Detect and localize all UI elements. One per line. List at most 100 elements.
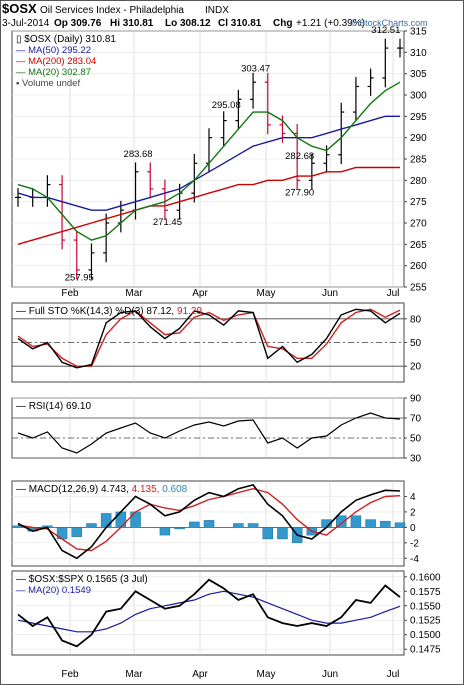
rsi-label: — RSI(14) 69.10 xyxy=(16,401,91,412)
price-y-tick-label: 310 xyxy=(410,48,427,59)
ratio-line xyxy=(17,578,401,648)
sto-y-tick-label: 20 xyxy=(410,362,422,373)
macd-histogram-bar xyxy=(233,523,244,528)
macd-histogram-bar xyxy=(365,519,376,528)
macd-histogram-bar xyxy=(86,523,97,528)
ratio-y-tick-label: 0.1600 xyxy=(410,572,441,583)
price-annotation: 282.68 xyxy=(285,151,314,162)
macd-histogram-bar xyxy=(174,527,185,530)
x-tick-label-price: May xyxy=(257,288,276,299)
x-tick-label-price: Jul xyxy=(387,288,400,299)
price-annotation: 295.08 xyxy=(212,100,241,111)
sto-y-tick-label: 80 xyxy=(410,314,422,325)
x-tick-label-price: Mar xyxy=(125,288,143,299)
legend-ma50: — MA(50) 295.22 xyxy=(16,45,91,56)
price-annotation: 283.68 xyxy=(124,149,153,160)
macd-y-tick-label: -2 xyxy=(410,538,419,549)
index-name: Oil Services Index - Philadelphia xyxy=(40,5,184,16)
price-y-tick-label: 290 xyxy=(410,133,427,144)
header-change: +1.21 (+0.39%) xyxy=(296,18,365,29)
x-tick-label: Mar xyxy=(125,669,143,680)
macd-histogram-bar xyxy=(203,520,215,528)
macd-histogram-bar xyxy=(277,527,288,540)
macd-histogram-bar xyxy=(335,515,347,528)
ratio-ma20-line xyxy=(17,590,401,633)
header-close: Cl 310.81 xyxy=(218,18,262,29)
x-tick-label: Jun xyxy=(322,669,338,680)
macd-histogram-bar xyxy=(380,520,391,528)
sto-label: — Full STO %K(14,3) %D(3) 87.12, 91.29 xyxy=(16,306,202,317)
legend-ma200: — MA(200) 283.04 xyxy=(16,56,96,67)
price-y-tick-label: 265 xyxy=(410,240,427,251)
header-low: Lo 308.12 xyxy=(165,18,211,29)
sto-y-tick-label: 50 xyxy=(410,338,422,349)
source-credit: © StockCharts.com xyxy=(350,18,428,28)
price-y-tick-label: 285 xyxy=(410,155,427,166)
price-annotation: 271.45 xyxy=(153,217,182,228)
header-change-label: Chg xyxy=(273,18,292,29)
macd-histogram-bar xyxy=(130,511,141,528)
macd-line xyxy=(17,483,401,560)
header-date: 3-Jul-2014 xyxy=(2,18,50,29)
ma50-line xyxy=(17,115,400,211)
price-y-tick-label: 270 xyxy=(410,219,427,230)
macd-signal-line xyxy=(17,487,401,552)
macd-histogram-bar xyxy=(247,523,259,528)
price-y-tick-label: 260 xyxy=(410,261,427,272)
rsi-y-tick-label: 90 xyxy=(410,394,422,405)
ratio-y-tick-label: 0.1525 xyxy=(410,616,441,627)
ratio-ma-label: — MA(20) 0.1549 xyxy=(16,585,91,596)
ratio-y-tick-label: 0.1575 xyxy=(410,587,441,598)
x-tick-label-price: Feb xyxy=(61,288,79,299)
x-tick-label: Jul xyxy=(387,669,400,680)
price-y-tick-label: 305 xyxy=(410,69,427,80)
rsi-y-tick-label: 70 xyxy=(410,414,422,425)
legend-ma20: — MA(20) 302.87 xyxy=(16,67,91,78)
macd-y-tick-label: 0 xyxy=(410,523,416,534)
price-annotation: 303.47 xyxy=(241,64,270,75)
legend-volume: ▪ Volume undef xyxy=(16,78,80,89)
exchange: INDX xyxy=(205,5,229,16)
macd-histogram-bar xyxy=(115,511,127,528)
price-y-tick-label: 315 xyxy=(410,27,427,38)
price-y-tick-label: 255 xyxy=(410,283,427,294)
price-annotation: 312.51 xyxy=(371,25,400,36)
rsi-y-tick-label: 30 xyxy=(410,454,422,465)
ma200-line xyxy=(17,166,400,245)
ratio-y-tick-label: 0.1550 xyxy=(410,601,441,612)
macd-y-tick-label: 2 xyxy=(410,507,416,518)
ratio-y-tick-label: 0.1500 xyxy=(410,630,441,641)
x-tick-label: Feb xyxy=(61,669,79,680)
macd-histogram-bar xyxy=(262,527,274,540)
price-y-tick-label: 280 xyxy=(410,176,427,187)
header-high: Hi 310.81 xyxy=(110,18,154,29)
macd-label: — MACD(12,26,9) 4.743, 4.135, 0.608 xyxy=(16,484,188,495)
rsi-line xyxy=(17,412,401,454)
macd-y-tick-label: 4 xyxy=(410,492,416,503)
panel-frame-5 xyxy=(11,570,405,656)
ma20-line xyxy=(17,81,401,241)
macd-y-tick-label: -4 xyxy=(410,554,419,565)
macd-histogram-bar xyxy=(100,513,112,528)
macd-histogram-bar xyxy=(189,521,200,528)
price-annotation: 277.90 xyxy=(285,187,314,198)
macd-histogram-bar xyxy=(159,527,171,536)
symbol: $OSX xyxy=(2,1,37,16)
price-y-tick-label: 275 xyxy=(410,197,427,208)
x-tick-label-price: Apr xyxy=(192,288,208,299)
macd-histogram-bar xyxy=(71,527,83,537)
macd-histogram-bar xyxy=(350,515,362,528)
macd-histogram-bar xyxy=(394,522,406,528)
x-tick-label: May xyxy=(257,669,276,680)
header-open: Op 309.76 xyxy=(54,18,102,29)
ratio-label: — $OSX:$SPX 0.1565 (3 Jul) xyxy=(16,574,148,585)
rsi-y-tick-label: 50 xyxy=(410,434,422,445)
price-annotation: 257.95 xyxy=(65,273,94,284)
legend-title: ▯ $OSX (Daily) 310.81 xyxy=(16,34,116,45)
price-y-tick-label: 300 xyxy=(410,91,427,102)
price-y-tick-label: 295 xyxy=(410,112,427,123)
x-tick-label-price: Jun xyxy=(322,288,338,299)
x-tick-label: Apr xyxy=(192,669,208,680)
